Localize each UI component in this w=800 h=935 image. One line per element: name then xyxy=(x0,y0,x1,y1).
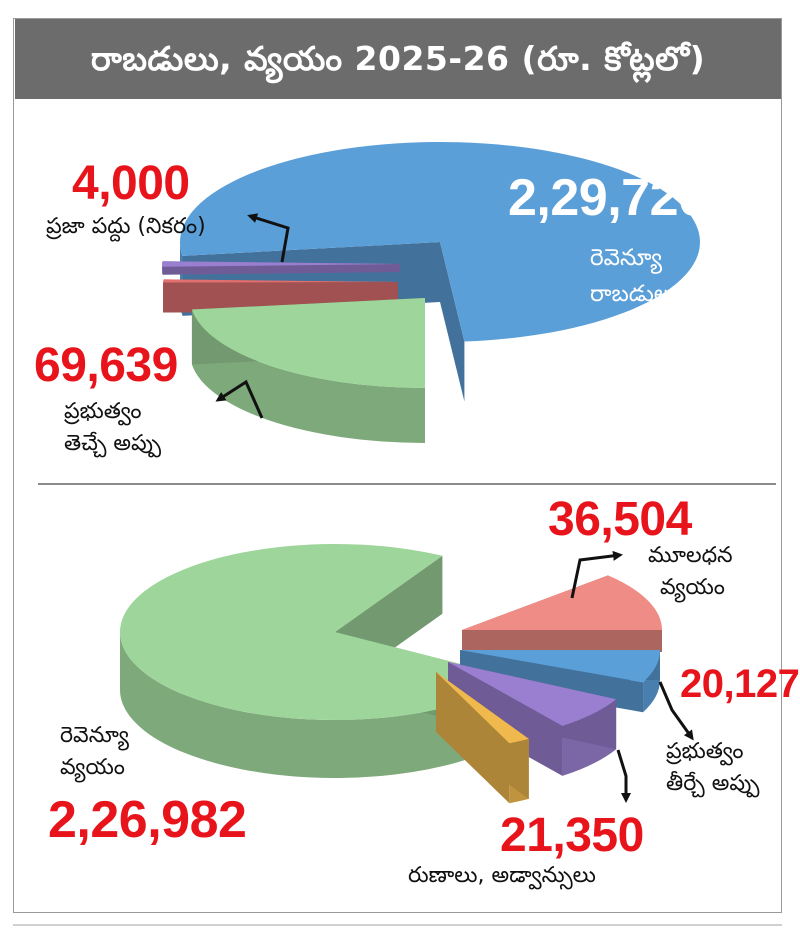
header-bar: రాబడులు, వ్యయం 2025-26 (రూ. కోట్లలో) xyxy=(15,19,781,99)
value-capital-expenditure: 36,504 xyxy=(548,493,692,546)
slice-revenue-receipts-top xyxy=(180,142,700,342)
label-borrowing-line2: తెచ్చే అప్పు xyxy=(64,431,162,456)
label-revenue-receipts-line2: రాబడులు xyxy=(590,281,679,307)
label-debt-repayment-line2: తీర్చే అప్పు xyxy=(666,771,760,796)
slice-extra-thin-side xyxy=(162,264,163,275)
arrow-public-account xyxy=(247,213,290,263)
slice-loans-advances-cut-b xyxy=(448,662,563,776)
header-title: రాబడులు, వ్యయం 2025-26 (రూ. కోట్లలో) xyxy=(90,39,706,78)
value-borrowing: 69,639 xyxy=(34,339,178,392)
value-loans-advances: 21,350 xyxy=(500,809,644,862)
slice-debt-repayment-top xyxy=(460,650,660,683)
value-debt-repayment: 20,127 xyxy=(680,662,800,706)
slice-borrowing-top xyxy=(191,298,425,388)
label-revenue-expenditure-line2: వ్యయం xyxy=(60,755,125,780)
slice-loans-advances-top xyxy=(448,662,617,726)
arrow-borrowing xyxy=(215,379,264,419)
label-revenue-expenditure-line1: రెవెన్యూ xyxy=(60,723,129,748)
slice-revenue-expenditure-top xyxy=(119,544,518,720)
arrow-capital-expenditure xyxy=(570,550,623,599)
value-revenue-receipts: 2,29,720 xyxy=(508,169,707,227)
slice-public-account-top xyxy=(163,279,398,283)
slice-debt-repayment-side xyxy=(643,650,660,713)
slice-borrowing-side xyxy=(191,309,425,443)
label-revenue-receipts-line1: రెవెన్యూ xyxy=(590,245,663,271)
slice-extra-edge-top xyxy=(436,672,529,744)
value-public-account: 4,000 xyxy=(72,157,190,210)
label-borrowing-line1: ప్రభుత్వం xyxy=(64,399,142,424)
arrow-loans-advances xyxy=(616,749,631,803)
callout-arrows xyxy=(215,213,694,803)
label-capital-expenditure-line2: వ్యయం xyxy=(660,575,725,600)
section-divider xyxy=(38,483,776,485)
slice-capital-expenditure-cut-b xyxy=(462,630,662,652)
slice-revenue-expenditure-side xyxy=(120,632,518,779)
label-debt-repayment-line1: ప్రభుత్వం xyxy=(666,739,744,764)
slice-capital-expenditure-top xyxy=(462,575,662,630)
label-loans-advances: రుణాలు, అడ్వాన్సులు xyxy=(408,863,596,888)
label-public-account: ప్రజా పద్దు (నికరం) xyxy=(46,214,206,239)
arrow-debt-repayment xyxy=(658,681,694,741)
label-capital-expenditure-line1: మూలధన xyxy=(648,543,733,568)
revenue-pie-chart xyxy=(162,142,700,443)
value-revenue-expenditure: 2,26,982 xyxy=(48,791,247,849)
slice-extra-edge-cut-b xyxy=(436,672,510,804)
expenditure-pie-chart xyxy=(119,544,662,804)
footer-rule xyxy=(13,924,782,926)
slice-revenue-receipts-cut-b xyxy=(440,242,465,402)
slice-extra-thin-top xyxy=(162,261,400,267)
